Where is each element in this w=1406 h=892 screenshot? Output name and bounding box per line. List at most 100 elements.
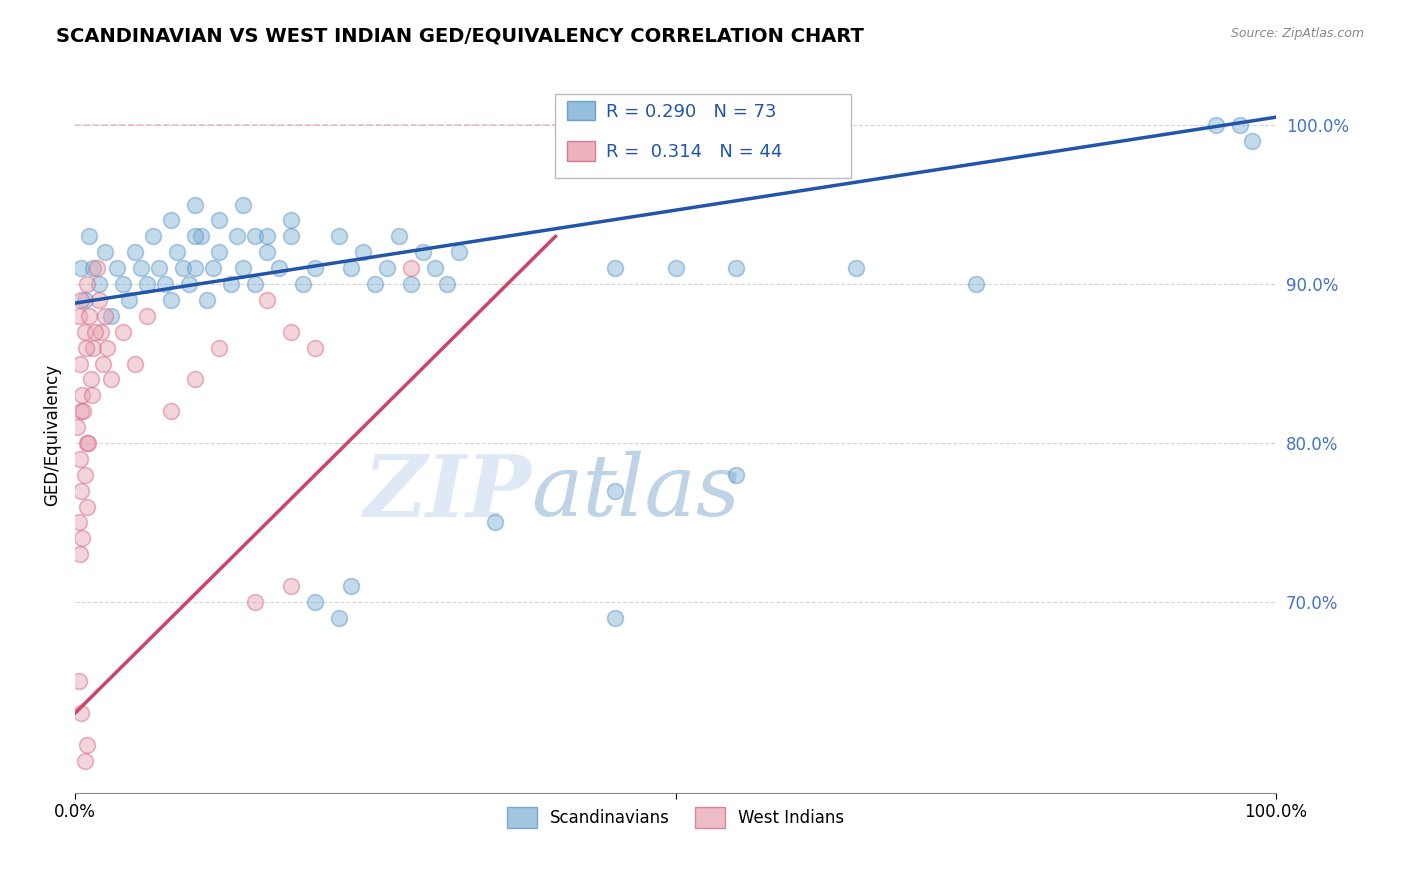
Point <box>1205 118 1227 132</box>
Point <box>605 483 627 498</box>
Point <box>69 547 91 561</box>
Point <box>70 404 93 418</box>
Point <box>136 309 159 323</box>
Point <box>243 229 266 244</box>
Point <box>280 213 302 227</box>
Text: Source: ZipAtlas.com: Source: ZipAtlas.com <box>1230 27 1364 40</box>
Point <box>280 325 302 339</box>
Point <box>965 277 987 291</box>
Point <box>184 261 207 276</box>
Point <box>70 261 93 276</box>
Point <box>66 420 89 434</box>
Point <box>436 277 458 291</box>
Point <box>280 579 302 593</box>
Point <box>190 229 212 244</box>
Point <box>1241 134 1264 148</box>
Point <box>208 341 231 355</box>
Point <box>73 754 96 768</box>
Point <box>70 532 93 546</box>
Point <box>87 293 110 307</box>
Point <box>184 372 207 386</box>
Point <box>724 261 747 276</box>
Point <box>232 261 254 276</box>
Point <box>256 245 278 260</box>
Point <box>243 277 266 291</box>
Point <box>153 277 176 291</box>
Point <box>112 277 135 291</box>
Point <box>69 357 91 371</box>
Point <box>91 357 114 371</box>
Point <box>76 436 98 450</box>
Point <box>86 261 108 276</box>
Point <box>87 277 110 291</box>
Point <box>412 245 434 260</box>
Point <box>304 261 326 276</box>
Point <box>129 261 152 276</box>
Point <box>82 341 104 355</box>
Point <box>195 293 218 307</box>
Y-axis label: GED/Equivalency: GED/Equivalency <box>44 364 60 506</box>
Point <box>256 293 278 307</box>
Point <box>124 245 146 260</box>
Point <box>94 245 117 260</box>
Point <box>142 229 165 244</box>
Point <box>232 197 254 211</box>
Point <box>166 245 188 260</box>
Point <box>77 436 100 450</box>
Point <box>449 245 471 260</box>
Point <box>160 404 183 418</box>
Point <box>70 483 93 498</box>
Point <box>208 245 231 260</box>
Point <box>208 213 231 227</box>
Point <box>70 706 93 721</box>
Point <box>179 277 201 291</box>
Point <box>73 467 96 482</box>
Point <box>292 277 315 291</box>
Legend: Scandinavians, West Indians: Scandinavians, West Indians <box>501 801 851 834</box>
Point <box>148 261 170 276</box>
Point <box>84 325 107 339</box>
Point <box>79 229 101 244</box>
Point <box>401 277 423 291</box>
Point <box>100 372 122 386</box>
Point <box>136 277 159 291</box>
Point <box>67 516 90 530</box>
Point <box>724 467 747 482</box>
Point <box>328 229 350 244</box>
Point <box>280 229 302 244</box>
Point <box>172 261 194 276</box>
Point <box>605 611 627 625</box>
Text: R =  0.314   N = 44: R = 0.314 N = 44 <box>606 143 782 161</box>
Point <box>118 293 141 307</box>
Text: ZIP: ZIP <box>364 450 531 534</box>
Point <box>67 309 90 323</box>
Text: R = 0.290   N = 73: R = 0.290 N = 73 <box>606 103 776 120</box>
Text: atlas: atlas <box>531 451 741 533</box>
Point <box>96 341 118 355</box>
Point <box>72 404 94 418</box>
Point <box>304 595 326 609</box>
Point <box>94 309 117 323</box>
Point <box>184 229 207 244</box>
Point <box>226 229 249 244</box>
Point <box>80 388 103 402</box>
Point <box>160 293 183 307</box>
Point <box>219 277 242 291</box>
Point <box>67 674 90 689</box>
Point <box>73 293 96 307</box>
Point <box>664 261 686 276</box>
Point <box>76 500 98 514</box>
Point <box>82 261 104 276</box>
Text: SCANDINAVIAN VS WEST INDIAN GED/EQUIVALENCY CORRELATION CHART: SCANDINAVIAN VS WEST INDIAN GED/EQUIVALE… <box>56 27 865 45</box>
Point <box>79 372 101 386</box>
Point <box>375 261 398 276</box>
Point <box>69 451 91 466</box>
Point <box>256 229 278 244</box>
Point <box>100 309 122 323</box>
Point <box>1229 118 1251 132</box>
Point <box>269 261 291 276</box>
Point <box>401 261 423 276</box>
Point <box>124 357 146 371</box>
Point <box>388 229 411 244</box>
Point <box>340 261 363 276</box>
